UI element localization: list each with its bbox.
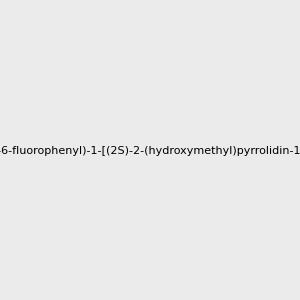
Text: 2-(2-chloro-6-fluorophenyl)-1-[(2S)-2-(hydroxymethyl)pyrrolidin-1-yl]ethanone: 2-(2-chloro-6-fluorophenyl)-1-[(2S)-2-(h… xyxy=(0,146,300,157)
